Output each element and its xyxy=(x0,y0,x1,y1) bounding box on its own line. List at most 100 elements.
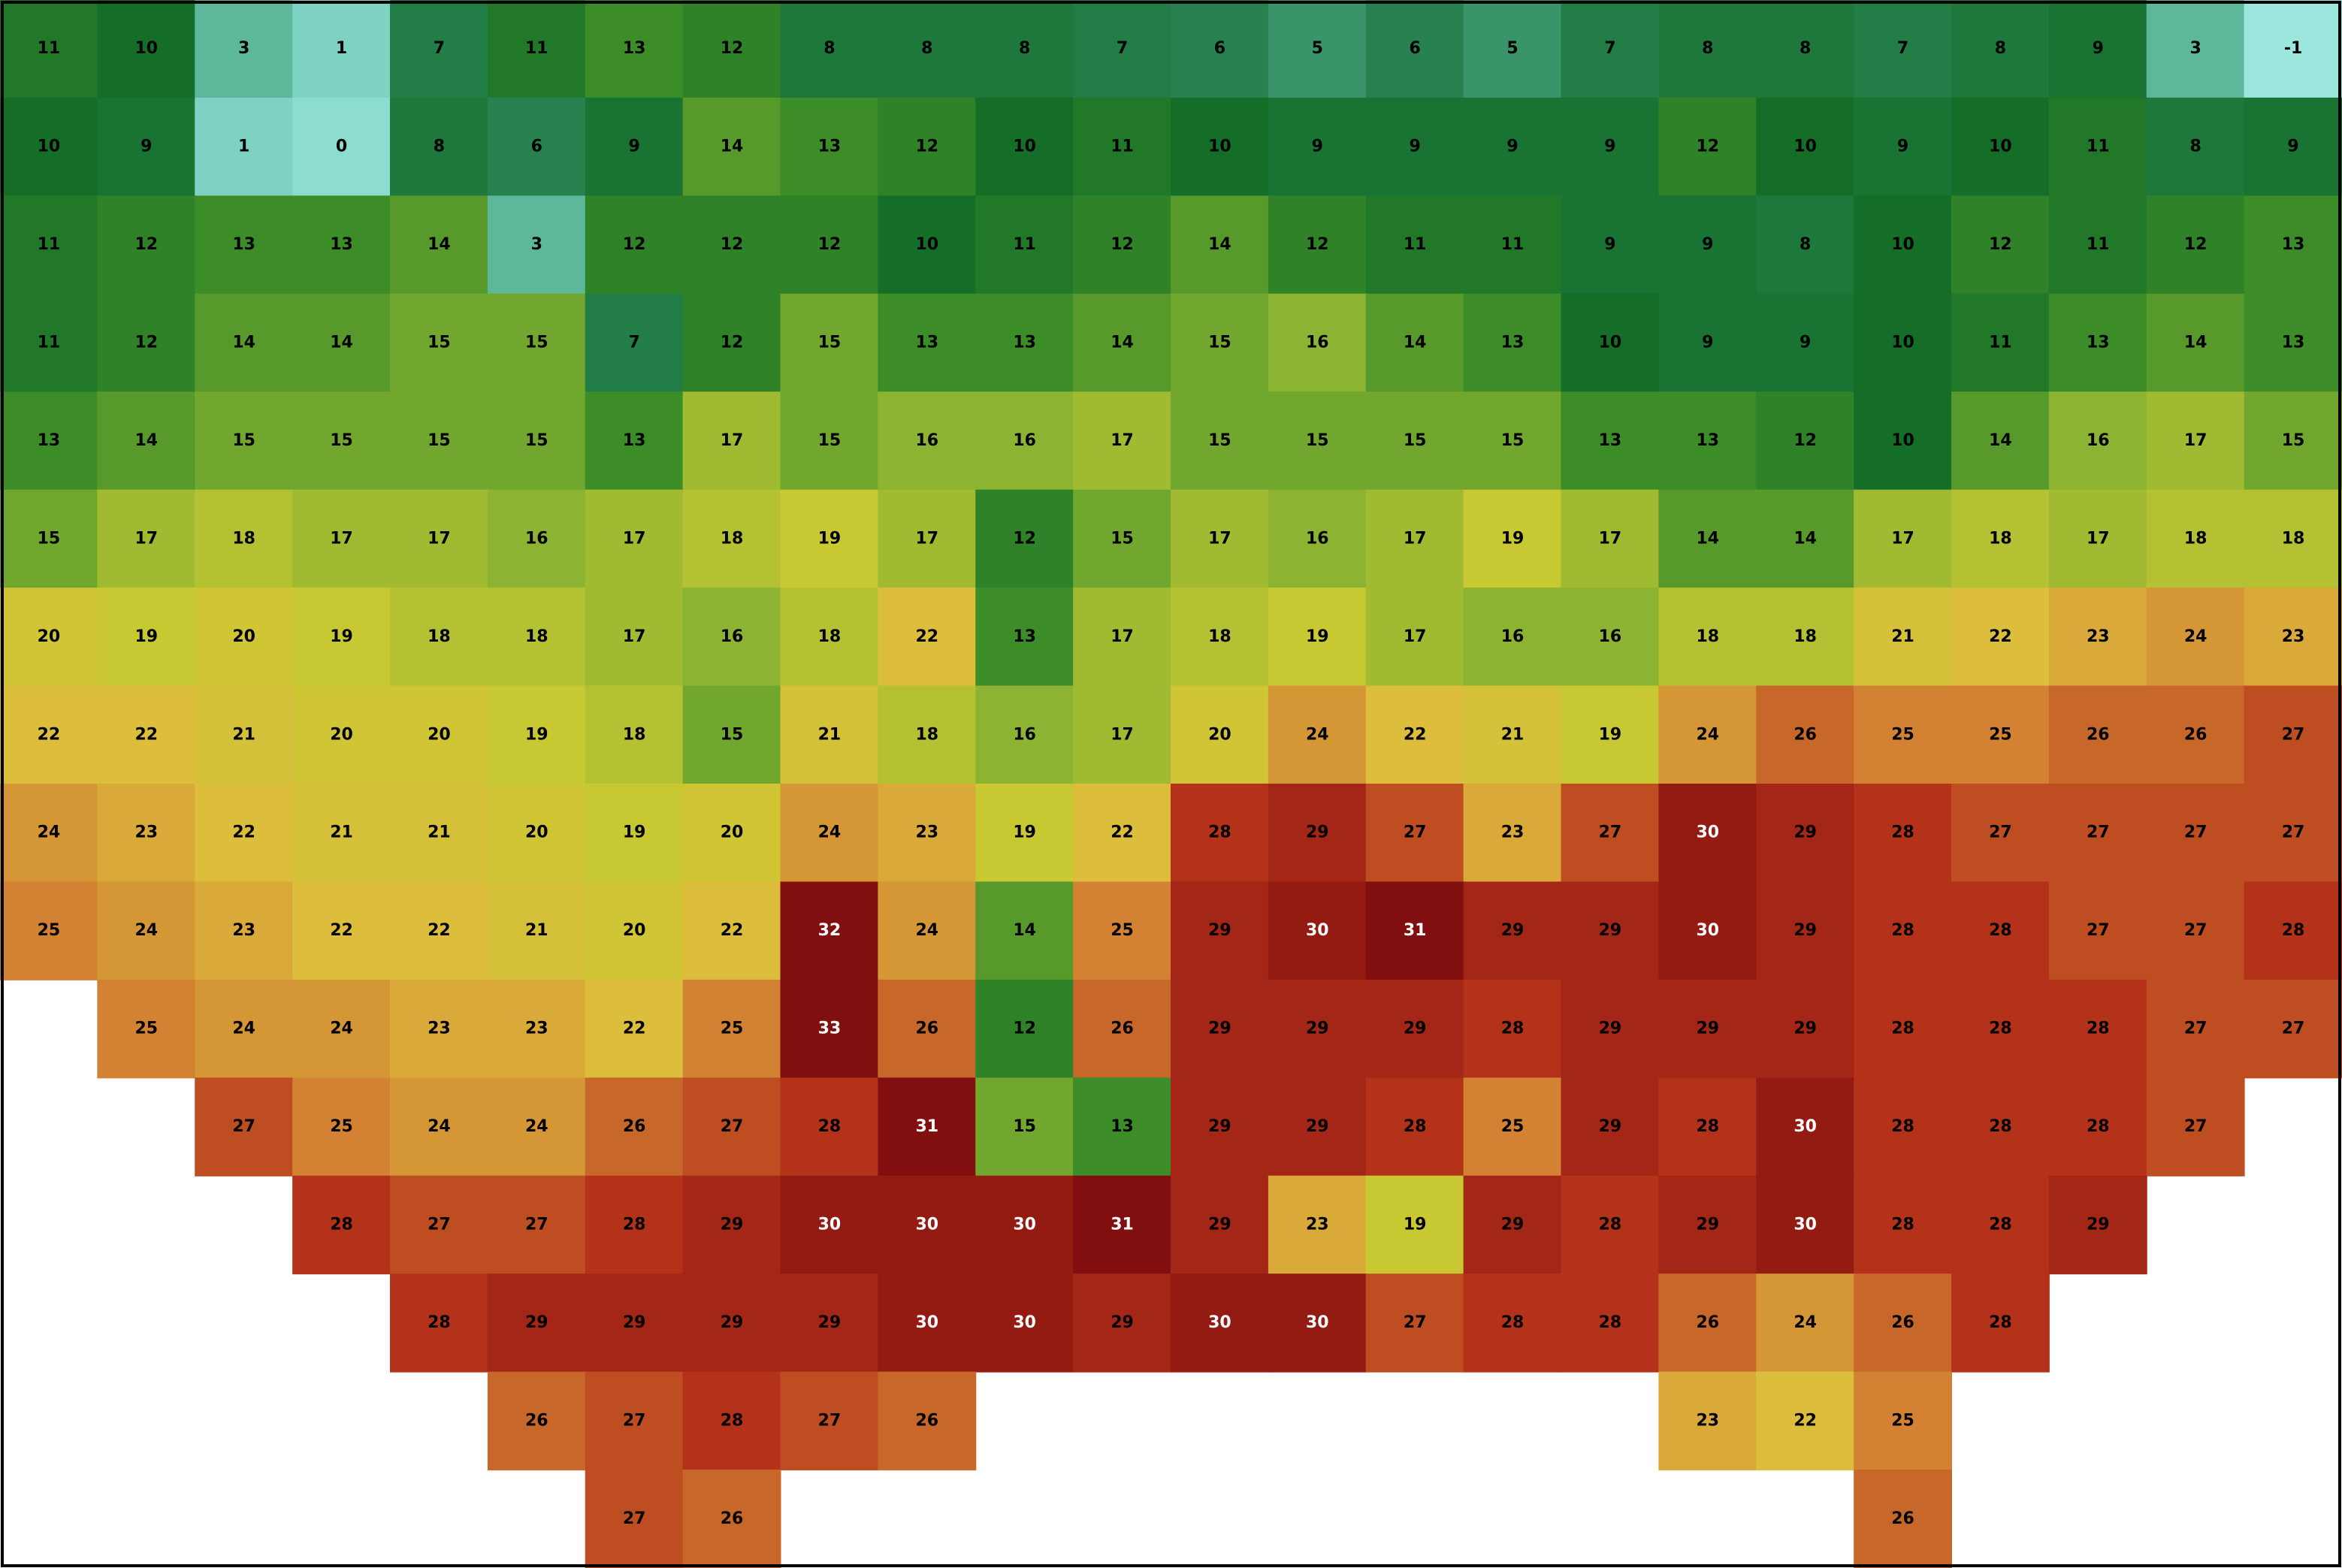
temperature-label: 11 xyxy=(2087,137,2110,156)
temperature-label: 16 xyxy=(1013,431,1036,450)
temperature-label: 9 xyxy=(141,137,152,156)
temperature-label: 15 xyxy=(818,334,842,352)
temperature-label: 16 xyxy=(1306,529,1329,548)
temperature-label: 29 xyxy=(1794,921,1817,940)
temperature-label: 15 xyxy=(2282,431,2305,450)
temperature-label: 14 xyxy=(428,235,451,254)
temperature-cell xyxy=(1951,881,2050,980)
temperature-label: 10 xyxy=(1599,334,1622,352)
temperature-label: 18 xyxy=(2184,529,2208,548)
temperature-cell xyxy=(1268,685,1367,784)
temperature-label: 24 xyxy=(2184,627,2208,646)
temperature-cell xyxy=(0,588,98,687)
temperature-cell xyxy=(1658,391,1757,491)
temperature-label: 28 xyxy=(2087,1117,2110,1136)
temperature-label: 19 xyxy=(525,725,548,744)
temperature-cell xyxy=(585,685,684,784)
temperature-label: 22 xyxy=(330,921,353,940)
temperature-label: 17 xyxy=(1111,627,1134,646)
temperature-cell xyxy=(1951,195,2050,295)
temperature-label: 12 xyxy=(818,235,842,254)
temperature-label: 18 xyxy=(721,529,744,548)
temperature-cell xyxy=(1951,391,2050,491)
temperature-label: 8 xyxy=(1800,39,1811,58)
temperature-cell xyxy=(390,685,488,784)
temperature-label: 25 xyxy=(1891,1411,1914,1430)
temperature-label: 24 xyxy=(1306,725,1329,744)
temperature-label: 13 xyxy=(2282,334,2305,352)
temperature-cell xyxy=(1756,784,1855,883)
temperature-cell xyxy=(97,0,196,98)
temperature-cell xyxy=(195,784,294,883)
temperature-cell xyxy=(292,588,391,687)
temperature-label: 26 xyxy=(1697,1313,1720,1332)
temperature-label: 24 xyxy=(428,1117,451,1136)
temperature-cell xyxy=(1854,1371,1952,1471)
temperature-label: 24 xyxy=(525,1117,548,1136)
temperature-label: 11 xyxy=(1013,235,1036,254)
temperature-cell xyxy=(487,881,586,980)
temperature-cell xyxy=(390,979,488,1079)
temperature-label: 16 xyxy=(2087,431,2110,450)
temperature-cell xyxy=(1854,1175,1952,1275)
temperature-label: 12 xyxy=(1111,235,1134,254)
temperature-cell xyxy=(1561,0,1660,98)
temperature-label: 17 xyxy=(2184,431,2208,450)
temperature-cell xyxy=(585,784,684,883)
temperature-label: 18 xyxy=(916,725,939,744)
temperature-cell xyxy=(292,784,391,883)
temperature-cell xyxy=(1854,1470,1952,1568)
temperature-cell xyxy=(487,1273,586,1373)
temperature-label: 13 xyxy=(1697,431,1720,450)
temperature-cell xyxy=(1854,97,1952,197)
temperature-label: 11 xyxy=(1501,235,1525,254)
temperature-label: 26 xyxy=(2184,725,2208,744)
temperature-label: 15 xyxy=(428,431,451,450)
temperature-label: 25 xyxy=(1501,1117,1525,1136)
temperature-label: 19 xyxy=(1404,1215,1427,1234)
temperature-label: 29 xyxy=(1111,1313,1134,1332)
temperature-label: 30 xyxy=(1697,823,1720,842)
temperature-cell xyxy=(1658,1077,1757,1177)
temperature-cell xyxy=(1073,588,1171,687)
temperature-cell xyxy=(292,881,391,980)
temperature-label: 28 xyxy=(428,1313,451,1332)
temperature-cell xyxy=(97,588,196,687)
temperature-cell xyxy=(1073,195,1171,295)
temperature-cell xyxy=(390,1273,488,1373)
temperature-cell xyxy=(878,391,977,491)
temperature-label: 21 xyxy=(525,921,548,940)
temperature-cell xyxy=(1561,881,1660,980)
temperature-label: 24 xyxy=(916,921,939,940)
temperature-label: 30 xyxy=(1794,1117,1817,1136)
temperature-label: 19 xyxy=(1013,823,1036,842)
temperature-cell xyxy=(1073,489,1171,589)
temperature-label: 28 xyxy=(330,1215,353,1234)
temperature-label: 22 xyxy=(916,627,939,646)
temperature-cell xyxy=(878,881,977,980)
temperature-label: 11 xyxy=(1111,137,1134,156)
temperature-label: 29 xyxy=(1501,1215,1525,1234)
temperature-cell xyxy=(585,1371,684,1471)
temperature-label: 26 xyxy=(1111,1020,1134,1038)
temperature-label: 29 xyxy=(1794,1020,1817,1038)
temperature-cell xyxy=(1463,881,1562,980)
temperature-label: 29 xyxy=(1306,823,1329,842)
temperature-cell xyxy=(878,293,977,393)
temperature-label: 15 xyxy=(38,529,61,548)
temperature-label: 13 xyxy=(1599,431,1622,450)
temperature-label: 16 xyxy=(721,627,744,646)
temperature-cell xyxy=(1365,1273,1464,1373)
temperature-cell xyxy=(2146,293,2245,393)
temperature-cell xyxy=(1365,685,1464,784)
temperature-label: 28 xyxy=(1891,921,1914,940)
temperature-label: 23 xyxy=(2087,627,2110,646)
temperature-label: 22 xyxy=(232,823,255,842)
temperature-label: 18 xyxy=(428,627,451,646)
temperature-label: 26 xyxy=(916,1411,939,1430)
temperature-cell xyxy=(292,0,391,98)
temperature-label: 30 xyxy=(1013,1313,1036,1332)
temperature-label: 9 xyxy=(629,137,640,156)
temperature-label: 18 xyxy=(1697,627,1720,646)
temperature-cell xyxy=(97,979,196,1079)
